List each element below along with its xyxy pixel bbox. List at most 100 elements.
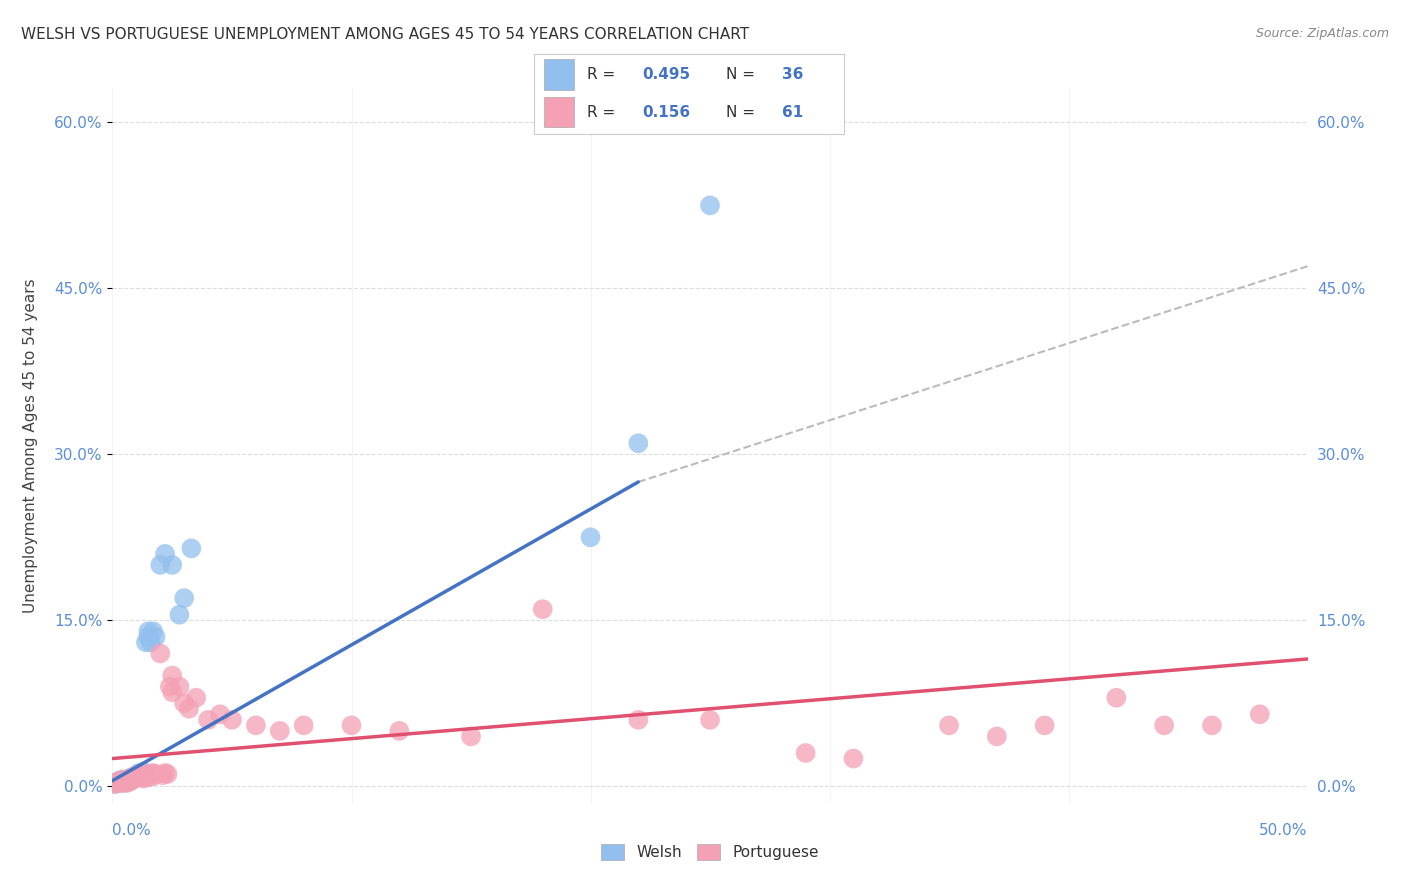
Point <box>122 772 145 786</box>
Point <box>292 718 315 732</box>
Point <box>531 602 554 616</box>
Point <box>132 772 155 786</box>
Point <box>938 718 960 732</box>
Point <box>105 776 128 790</box>
Point <box>111 773 134 788</box>
Point <box>105 774 128 789</box>
Bar <box>544 97 575 128</box>
Point <box>1249 707 1271 722</box>
Point <box>125 768 148 782</box>
Point <box>139 635 162 649</box>
Point <box>115 774 138 789</box>
Point <box>162 668 183 682</box>
Point <box>129 767 152 781</box>
Point <box>111 774 134 789</box>
Point <box>173 696 195 710</box>
Point <box>115 773 138 788</box>
Point <box>138 630 160 644</box>
Point <box>121 773 143 788</box>
Point <box>842 751 865 765</box>
Point <box>121 770 143 784</box>
Point <box>108 776 131 790</box>
Point <box>149 647 172 661</box>
Point <box>1153 718 1175 732</box>
Point <box>135 769 157 783</box>
Text: 0.495: 0.495 <box>643 67 690 82</box>
Point <box>388 723 411 738</box>
Point <box>118 772 141 786</box>
Point <box>114 772 135 787</box>
Point <box>125 770 148 784</box>
Point <box>173 591 195 606</box>
Text: R =: R = <box>586 67 620 82</box>
Point <box>1033 718 1056 732</box>
Text: WELSH VS PORTUGUESE UNEMPLOYMENT AMONG AGES 45 TO 54 YEARS CORRELATION CHART: WELSH VS PORTUGUESE UNEMPLOYMENT AMONG A… <box>21 27 749 42</box>
Point <box>153 766 176 780</box>
Point <box>169 607 191 622</box>
Point <box>162 558 183 572</box>
Point <box>245 718 267 732</box>
Point <box>138 770 160 784</box>
Y-axis label: Unemployment Among Ages 45 to 54 years: Unemployment Among Ages 45 to 54 years <box>22 278 38 614</box>
Point <box>128 769 150 783</box>
Point <box>177 702 200 716</box>
Point <box>460 730 482 744</box>
Point <box>149 558 172 572</box>
Point <box>114 774 135 789</box>
Point <box>135 635 157 649</box>
Point <box>108 773 131 788</box>
Point <box>138 767 160 781</box>
Point <box>579 530 602 544</box>
Legend: Welsh, Portuguese: Welsh, Portuguese <box>595 838 825 866</box>
Point <box>105 776 128 790</box>
Bar <box>544 59 575 90</box>
Text: 50.0%: 50.0% <box>1260 822 1308 838</box>
Point <box>105 776 128 790</box>
Point <box>208 707 231 722</box>
Text: 61: 61 <box>782 104 803 120</box>
Point <box>138 624 160 639</box>
Text: 0.156: 0.156 <box>643 104 690 120</box>
Point <box>108 773 131 788</box>
Point <box>186 690 208 705</box>
Point <box>340 718 363 732</box>
Point <box>114 773 135 788</box>
Text: R =: R = <box>586 104 620 120</box>
Text: Source: ZipAtlas.com: Source: ZipAtlas.com <box>1256 27 1389 40</box>
Text: 36: 36 <box>782 67 803 82</box>
Text: 0.0%: 0.0% <box>112 822 152 838</box>
Point <box>153 547 176 561</box>
Point <box>145 630 167 644</box>
Point <box>156 767 179 781</box>
Point <box>118 774 141 789</box>
Point <box>159 680 181 694</box>
Point <box>627 713 650 727</box>
Point <box>142 624 165 639</box>
Point <box>118 773 141 788</box>
Point <box>162 685 183 699</box>
Point <box>104 777 127 791</box>
Point <box>111 772 134 787</box>
Point <box>108 774 131 789</box>
Point <box>1201 718 1223 732</box>
Point <box>197 713 219 727</box>
Point <box>128 766 150 780</box>
Point <box>145 767 167 781</box>
Point <box>627 436 650 450</box>
Point <box>121 770 143 784</box>
Point <box>142 766 165 780</box>
Point <box>221 713 243 727</box>
Point <box>129 770 152 784</box>
Point <box>115 776 138 790</box>
Point <box>1105 690 1128 705</box>
Point <box>132 764 155 779</box>
Text: N =: N = <box>725 67 759 82</box>
Point <box>152 768 174 782</box>
Point <box>121 772 143 787</box>
Point <box>132 768 155 782</box>
Point <box>169 680 191 694</box>
Point <box>125 770 148 784</box>
Point <box>118 772 141 787</box>
Text: N =: N = <box>725 104 759 120</box>
Point <box>699 198 721 212</box>
